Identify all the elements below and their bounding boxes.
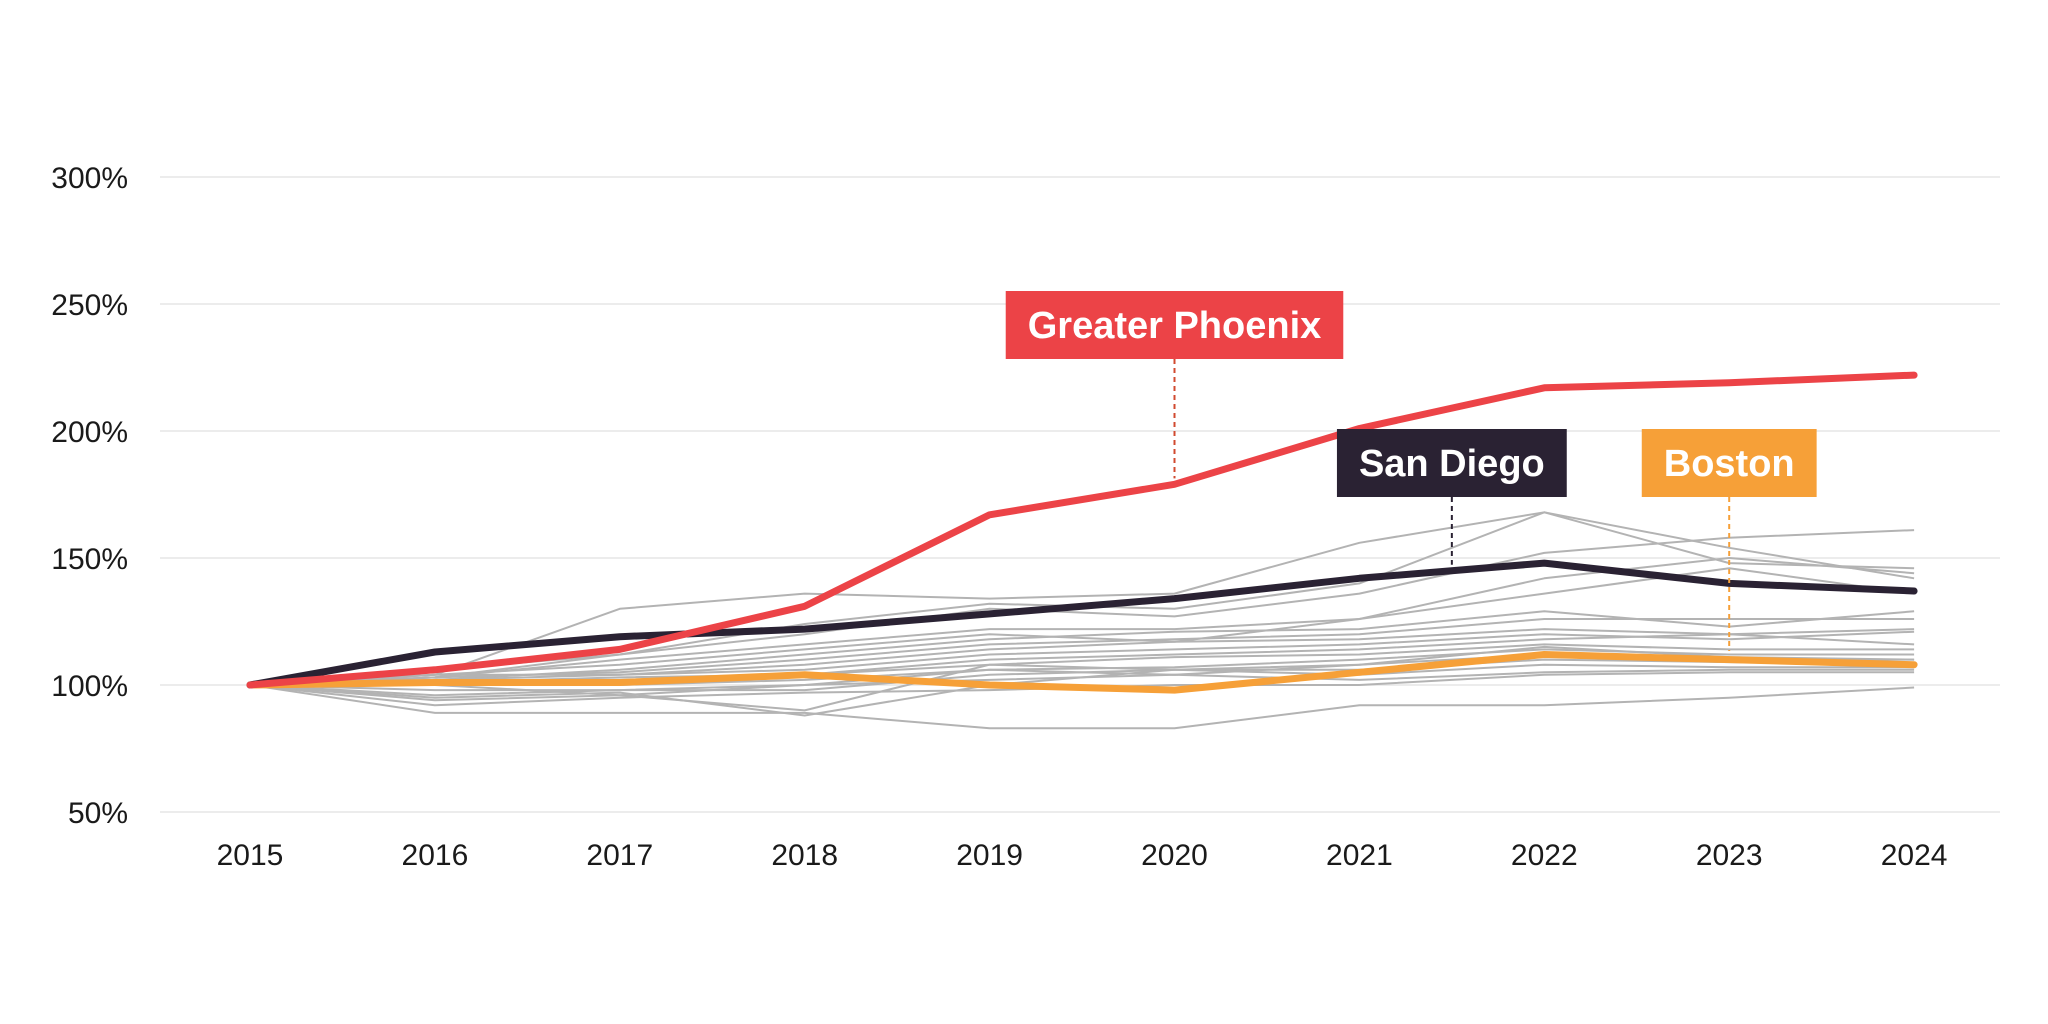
- x-tick-label: 2024: [1881, 839, 1948, 872]
- callout-boston: Boston: [1641, 429, 1817, 652]
- y-tick-label: 200%: [51, 416, 128, 449]
- background-series-line-14: [250, 663, 1915, 712]
- callout-label-boston: Boston: [1664, 443, 1795, 485]
- y-axis: 50% 100% 150% 200% 250% 300%: [51, 162, 128, 830]
- callout-box-san-diego: [1336, 429, 1567, 497]
- y-tick-label: 100%: [51, 670, 128, 703]
- series-line-san-diego: [246, 559, 1918, 689]
- series-line-greater-phoenix: [246, 371, 1918, 689]
- x-tick-label: 2023: [1696, 839, 1763, 872]
- callout-san-diego: San Diego: [1336, 429, 1567, 565]
- callout-box-greater-phoenix: [1005, 291, 1344, 359]
- background-series-line-7: [249, 628, 1915, 686]
- y-tick-label: 50%: [68, 797, 128, 830]
- callout-greater-phoenix: Greater Phoenix: [1005, 291, 1344, 479]
- background-series-line-3: [249, 557, 1915, 686]
- background-series-group: [249, 511, 1915, 730]
- background-series-line-13: [249, 658, 1915, 697]
- highlighted-series-group: [246, 371, 1918, 694]
- background-series-line-17: [249, 684, 1915, 730]
- callouts: Greater Phoenix San Diego Boston: [1005, 291, 1817, 652]
- y-tick-label: 150%: [51, 543, 128, 576]
- y-tick-label: 300%: [51, 162, 128, 195]
- x-tick-label: 2020: [1141, 839, 1208, 872]
- x-tick-label: 2021: [1326, 839, 1393, 872]
- x-axis: 2015 2016 2017 2018 2019 2020 2021 2022 2023 2024: [217, 839, 1948, 872]
- y-tick-label: 250%: [51, 289, 128, 322]
- x-tick-label: 2015: [217, 839, 284, 872]
- callout-label-greater-phoenix: Greater Phoenix: [1028, 305, 1322, 347]
- x-tick-label: 2018: [771, 839, 838, 872]
- x-tick-label: 2016: [402, 839, 469, 872]
- callout-box-boston: [1641, 429, 1817, 497]
- background-series-line-4: [249, 567, 1915, 686]
- background-series-line-18: [249, 645, 1915, 717]
- series-line-boston: [246, 651, 1918, 694]
- x-tick-label: 2017: [586, 839, 653, 872]
- callout-label-san-diego: San Diego: [1359, 443, 1545, 485]
- x-tick-label: 2022: [1511, 839, 1578, 872]
- x-tick-label: 2019: [956, 839, 1023, 872]
